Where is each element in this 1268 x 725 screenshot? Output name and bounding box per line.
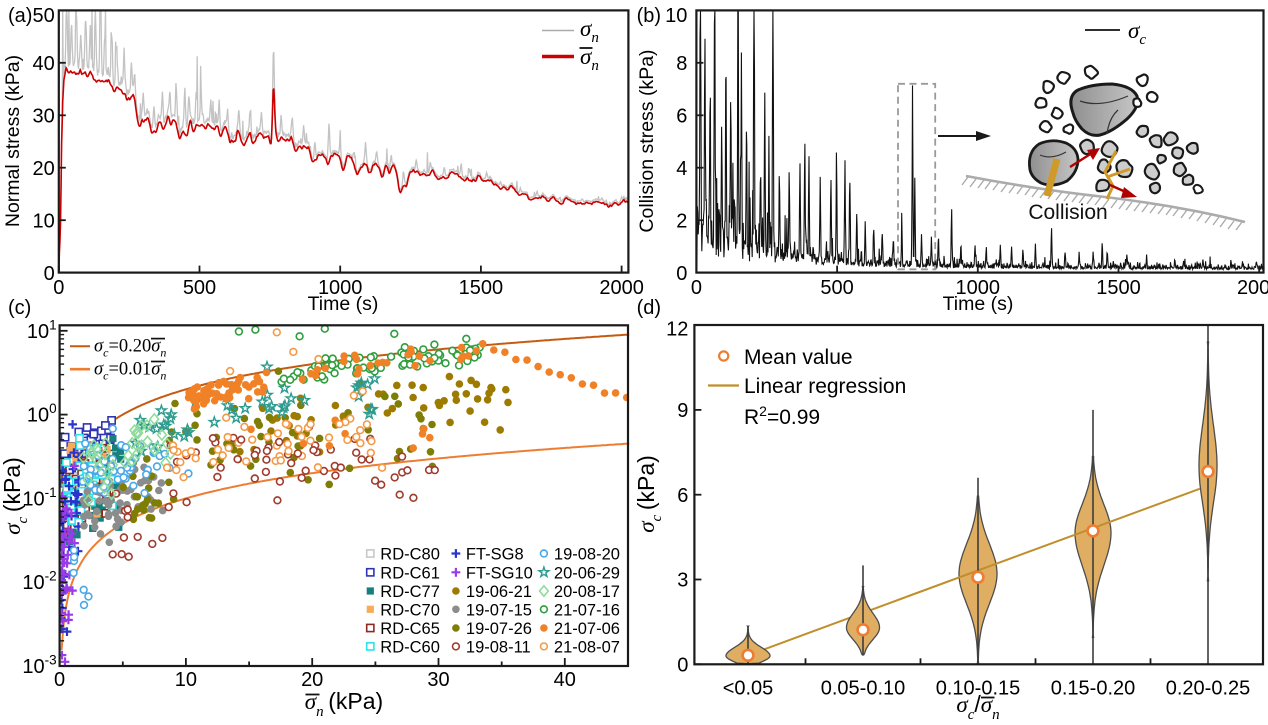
svg-text:21-07-06: 21-07-06 (554, 620, 620, 638)
svg-text:30: 30 (427, 669, 449, 691)
svg-text:9: 9 (677, 400, 688, 422)
svg-text:σc=0.20σn: σc=0.20σn (94, 337, 166, 360)
svg-text:(b): (b) (637, 5, 661, 27)
svg-text:10-1: 10-1 (22, 485, 56, 511)
svg-text:50: 50 (33, 5, 55, 27)
svg-text:<0.05: <0.05 (723, 678, 774, 700)
svg-text:21-08-07: 21-08-07 (554, 638, 620, 656)
svg-text:0: 0 (676, 263, 687, 285)
svg-text:500: 500 (183, 277, 216, 299)
svg-text:FT-SG8: FT-SG8 (466, 546, 524, 564)
svg-text:0: 0 (677, 655, 688, 677)
svg-text:1000: 1000 (956, 277, 1001, 299)
svg-text:40: 40 (554, 669, 576, 691)
svg-text:Normal stress (kPa): Normal stress (kPa) (2, 55, 24, 227)
svg-text:6: 6 (677, 485, 688, 507)
svg-text:19-08-11: 19-08-11 (466, 638, 531, 656)
svg-text:0: 0 (53, 277, 64, 299)
svg-text:19-08-20: 19-08-20 (554, 546, 620, 564)
svg-text:1500: 1500 (1096, 277, 1141, 299)
svg-text:RD-C80: RD-C80 (380, 546, 440, 564)
svg-text:Collision: Collision (1028, 201, 1107, 224)
svg-text:Time (s): Time (s) (308, 293, 379, 315)
svg-text:40: 40 (33, 53, 55, 75)
svg-text:8: 8 (676, 53, 687, 75)
svg-text:R2=0.99: R2=0.99 (744, 403, 820, 429)
svg-text:Time (s): Time (s) (943, 293, 1014, 315)
svg-text:21-07-16: 21-07-16 (554, 601, 620, 619)
svg-text:Linear regression: Linear regression (744, 375, 906, 398)
svg-text:2: 2 (676, 210, 687, 232)
svg-text:0.15-0.20: 0.15-0.20 (1051, 678, 1136, 700)
svg-text:2000: 2000 (1237, 277, 1268, 299)
svg-text:6: 6 (676, 106, 687, 128)
svg-text:10: 10 (33, 210, 55, 232)
svg-text:4: 4 (676, 158, 687, 180)
svg-text:3: 3 (677, 570, 688, 592)
svg-text:2000: 2000 (599, 277, 644, 299)
svg-text:10: 10 (665, 5, 687, 27)
svg-text:0.20-0.25: 0.20-0.25 (1166, 678, 1251, 700)
svg-text:RD-C77: RD-C77 (380, 583, 440, 601)
svg-text:10: 10 (175, 669, 197, 691)
svg-text:FT-SG10: FT-SG10 (466, 564, 533, 582)
svg-text:RD-C60: RD-C60 (380, 638, 440, 656)
svg-text:20: 20 (301, 669, 323, 691)
svg-text:0: 0 (54, 669, 65, 691)
svg-text:20-06-29: 20-06-29 (554, 564, 620, 582)
svg-text:500: 500 (820, 277, 853, 299)
svg-text:12: 12 (666, 319, 688, 341)
svg-text:(d): (d) (637, 297, 661, 319)
svg-text:30: 30 (33, 106, 55, 128)
svg-text:(a): (a) (8, 5, 32, 27)
svg-text:19-07-26: 19-07-26 (466, 620, 532, 638)
svg-text:19-07-15: 19-07-15 (466, 601, 532, 619)
svg-text:0.05-0.10: 0.05-0.10 (821, 678, 906, 700)
svg-text:σc=0.01σn: σc=0.01σn (94, 359, 166, 382)
svg-text:0: 0 (44, 263, 55, 285)
svg-text:RD-C70: RD-C70 (380, 601, 440, 619)
svg-text:RD-C65: RD-C65 (380, 620, 440, 638)
svg-text:1500: 1500 (459, 277, 504, 299)
svg-text:Mean value: Mean value (744, 346, 853, 369)
svg-text:0: 0 (691, 277, 702, 299)
svg-text:20-08-17: 20-08-17 (554, 583, 620, 601)
svg-text:0.10-0.15: 0.10-0.15 (936, 678, 1021, 700)
svg-text:20: 20 (33, 158, 55, 180)
svg-text:1000: 1000 (318, 277, 363, 299)
svg-text:Collision stress (kPa): Collision stress (kPa) (636, 49, 658, 232)
svg-text:(c): (c) (8, 297, 31, 319)
svg-text:19-06-21: 19-06-21 (466, 583, 532, 601)
svg-text:RD-C61: RD-C61 (380, 564, 440, 582)
